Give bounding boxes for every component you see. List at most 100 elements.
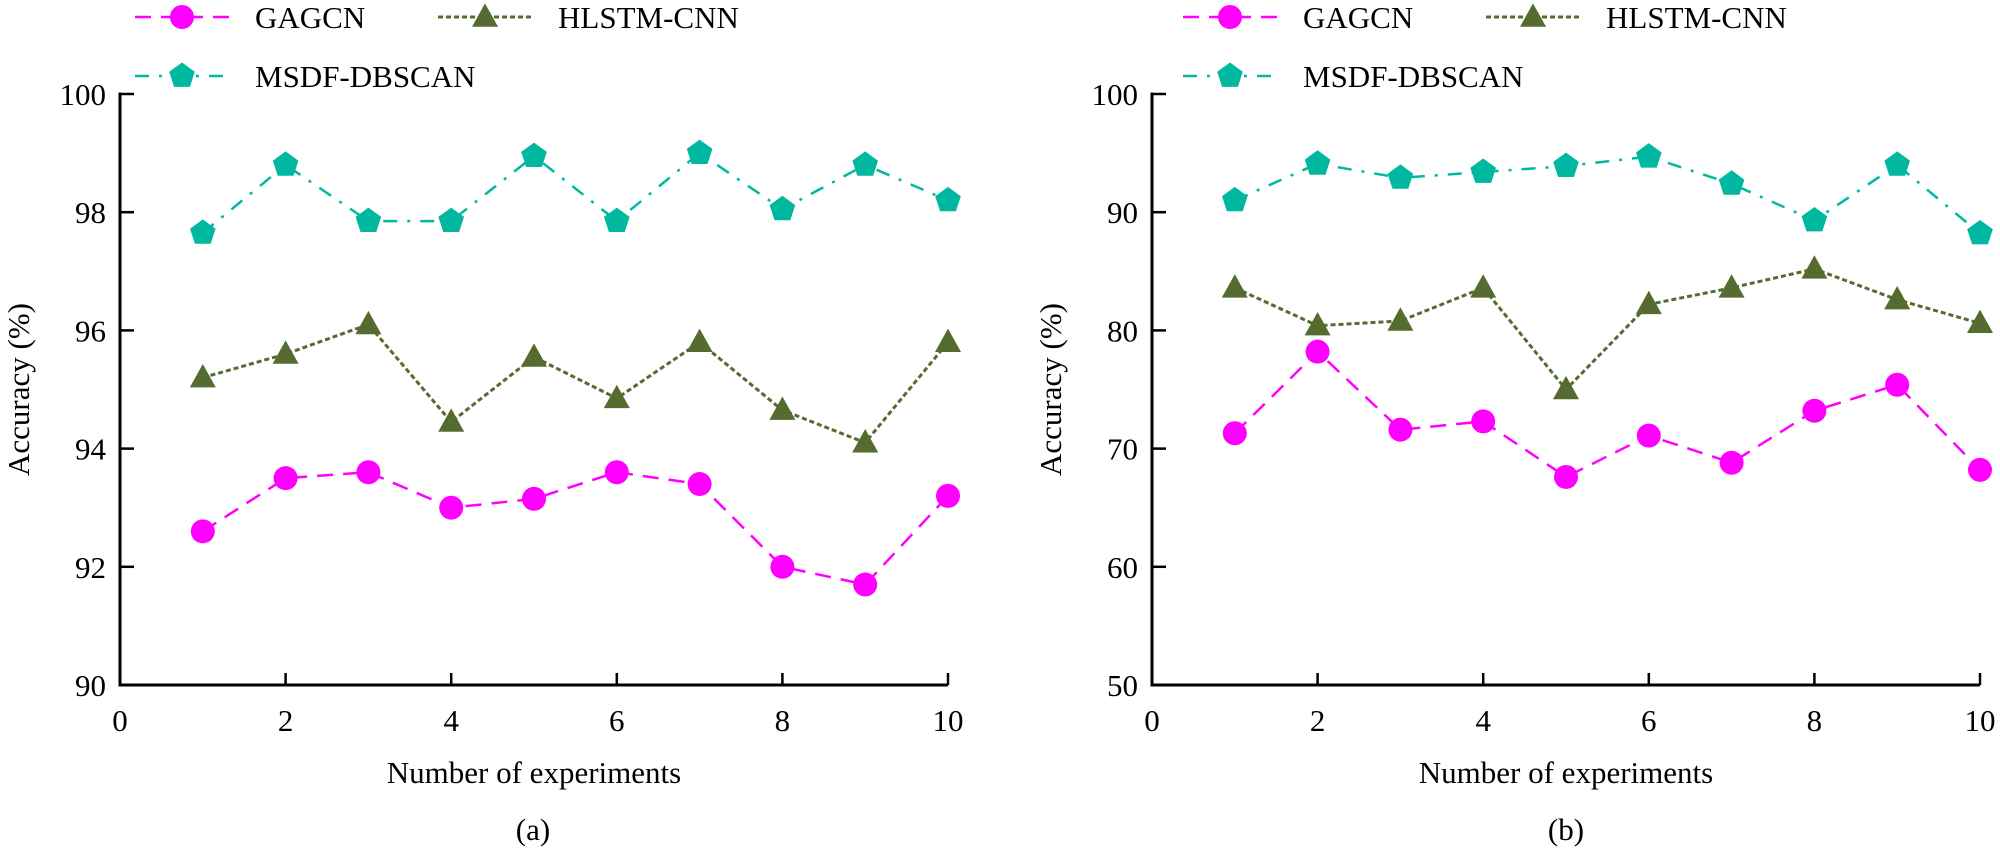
- legend-b: GAGCN HLSTM-CNN MSDF-DBSCAN: [1183, 0, 1787, 94]
- data-point: [1387, 307, 1414, 331]
- series-hlstm-cnn: [1221, 255, 1993, 400]
- legend-a: GAGCN HLSTM-CNN MSDF-DBSCAN: [135, 0, 739, 94]
- data-point: [521, 343, 547, 367]
- data-point: [852, 151, 878, 176]
- x-axis-label: Number of experiments: [387, 755, 681, 790]
- data-point: [935, 186, 961, 212]
- legend-item: GAGCN: [1183, 0, 1413, 35]
- data-point: [686, 328, 713, 352]
- data-point: [355, 207, 382, 232]
- chart-panel-a: 0 2 4 6 8 10 90 92 94 96 98 100 Number of experiment…: [1, 77, 964, 847]
- data-point: [936, 483, 960, 508]
- data-point: [603, 384, 630, 409]
- y-axis-label: Accuracy (%): [1033, 303, 1068, 476]
- panel-label: (a): [516, 812, 550, 847]
- legend-label: MSDF-DBSCAN: [255, 59, 476, 94]
- data-point: [604, 460, 629, 485]
- y-tick-label: 92: [75, 550, 106, 585]
- x-tick-label: 6: [1641, 703, 1657, 738]
- data-point: [1553, 152, 1579, 177]
- legend-label: MSDF-DBSCAN: [1303, 59, 1524, 94]
- y-tick-label: 100: [1092, 77, 1139, 112]
- series-line: [1233, 349, 1981, 479]
- series-msdf-dbscan: [190, 139, 961, 244]
- x-tick-label: 4: [443, 703, 459, 738]
- data-point: [769, 396, 796, 420]
- legend-label: GAGCN: [1303, 0, 1413, 35]
- triangle-marker-icon: [472, 3, 498, 27]
- data-point: [853, 572, 878, 597]
- data-point: [272, 340, 299, 364]
- data-point: [1719, 450, 1744, 475]
- x-tick-label: 0: [1144, 703, 1160, 738]
- data-point: [1718, 170, 1745, 195]
- y-tick-label: 100: [60, 77, 107, 112]
- y-tick-label: 98: [75, 195, 106, 230]
- data-point: [356, 460, 381, 485]
- legend-label: GAGCN: [255, 0, 365, 35]
- data-point: [1636, 143, 1662, 168]
- data-point: [189, 364, 216, 388]
- y-tick-label: 60: [1107, 550, 1138, 585]
- data-point: [1967, 220, 1993, 245]
- data-point: [1222, 421, 1247, 446]
- data-point: [769, 195, 796, 221]
- panel-label: (b): [1548, 812, 1584, 847]
- data-point: [273, 466, 298, 491]
- legend-item: HLSTM-CNN: [1486, 0, 1787, 35]
- circle-marker-icon: [170, 5, 194, 29]
- chart-panel-b: 0 2 4 6 8 10 50 60 70 80 90 100 Number of experiment…: [1033, 77, 1996, 847]
- pentagon-marker-icon: [169, 62, 195, 87]
- data-point: [1718, 274, 1745, 298]
- data-point: [1470, 274, 1497, 298]
- series-line: [202, 470, 949, 586]
- data-point: [852, 429, 879, 453]
- data-point: [1884, 151, 1910, 176]
- series-gagcn: [190, 460, 960, 597]
- pentagon-marker-icon: [1217, 62, 1243, 87]
- series-line: [1234, 155, 1981, 235]
- y-axis-label: Accuracy (%): [1, 303, 36, 476]
- legend-item: GAGCN: [135, 0, 365, 35]
- series-line: [202, 322, 950, 445]
- data-point: [272, 151, 299, 176]
- x-axis-label: Number of experiments: [1419, 755, 1713, 790]
- data-point: [1471, 409, 1496, 434]
- data-point: [438, 408, 465, 432]
- data-point: [1222, 186, 1248, 212]
- data-point: [522, 486, 546, 511]
- data-point: [935, 328, 961, 352]
- legend-item: MSDF-DBSCAN: [135, 59, 476, 94]
- data-point: [355, 310, 382, 335]
- x-tick-label: 6: [609, 703, 625, 738]
- data-point: [1304, 312, 1331, 336]
- data-point: [1968, 457, 1992, 482]
- data-point: [1388, 417, 1413, 442]
- x-tick-label: 10: [1965, 703, 1996, 738]
- legend-item: HLSTM-CNN: [438, 0, 739, 35]
- data-point: [1305, 339, 1330, 364]
- legend-label: HLSTM-CNN: [558, 0, 739, 35]
- data-point: [604, 207, 630, 232]
- triangle-marker-icon: [1520, 3, 1546, 27]
- legend-item: MSDF-DBSCAN: [1183, 59, 1524, 94]
- data-point: [1802, 398, 1827, 423]
- circle-marker-icon: [1218, 5, 1242, 29]
- data-point: [1553, 375, 1579, 400]
- series-hlstm-cnn: [189, 310, 961, 453]
- y-tick-label: 96: [75, 313, 106, 348]
- data-point: [1635, 290, 1662, 315]
- data-point: [1636, 423, 1661, 448]
- series-gagcn: [1222, 339, 1992, 489]
- y-tick-label: 50: [1107, 668, 1138, 703]
- data-point: [1884, 286, 1911, 310]
- data-point: [438, 207, 464, 232]
- series-line: [1234, 267, 1981, 392]
- x-tick-label: 8: [775, 703, 791, 738]
- series-msdf-dbscan: [1222, 143, 1993, 245]
- data-point: [1470, 158, 1496, 183]
- y-tick-label: 94: [75, 432, 107, 467]
- x-tick-label: 2: [278, 703, 294, 738]
- legend-label: HLSTM-CNN: [1606, 0, 1787, 35]
